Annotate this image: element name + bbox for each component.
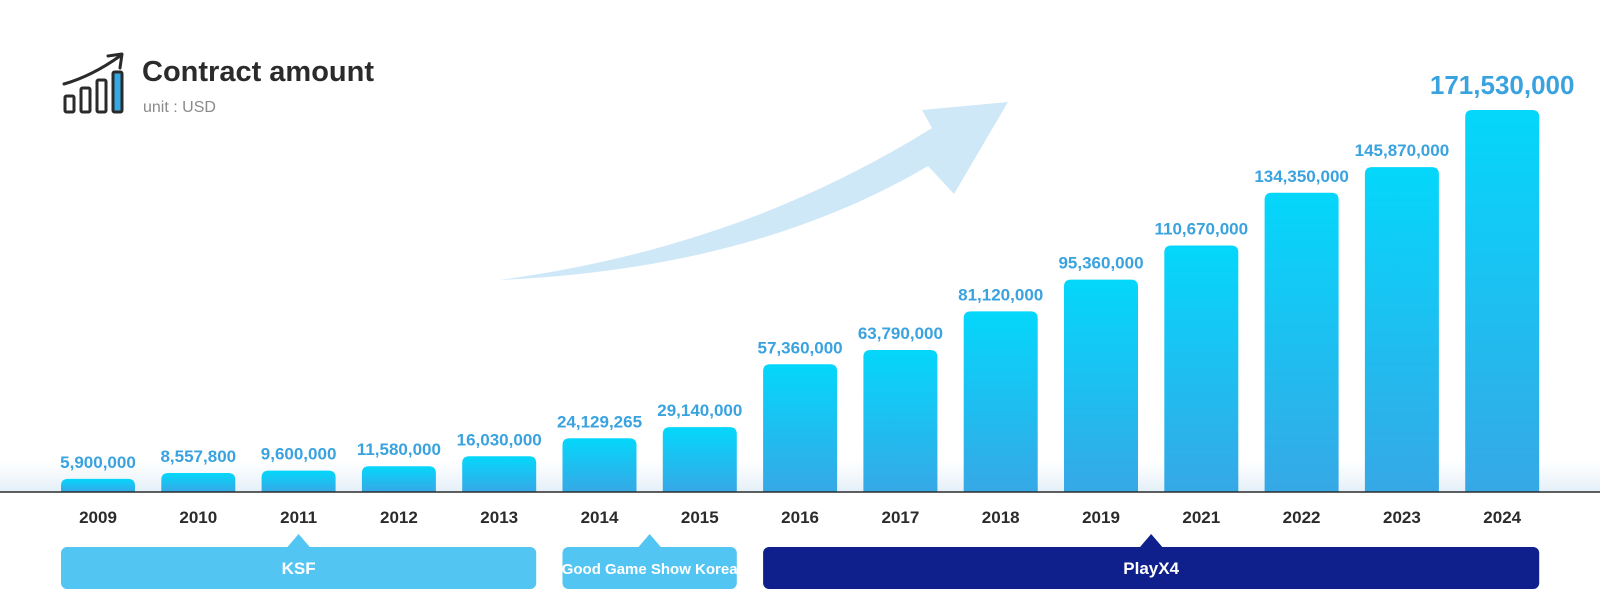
bar: [261, 470, 336, 492]
x-tick-label: 2009: [79, 508, 117, 527]
bar: [963, 311, 1038, 492]
x-tick-label: 2010: [179, 508, 217, 527]
x-tick-label: 2013: [480, 508, 518, 527]
growth-arrow-icon: [500, 102, 1008, 280]
group-band: [763, 547, 1540, 589]
x-tick-label: 2024: [1483, 508, 1521, 527]
bar: [863, 349, 938, 492]
x-tick-label: 2019: [1082, 508, 1120, 527]
bar-value-label: 145,870,000: [1355, 141, 1450, 160]
x-tick-label: 2012: [380, 508, 418, 527]
growth-chart-icon: [62, 52, 124, 114]
bar-value-label: 134,350,000: [1254, 167, 1349, 186]
bar: [1465, 110, 1540, 492]
group-band-label: PlayX4: [1123, 559, 1179, 578]
bar: [662, 427, 737, 492]
group-band: [562, 547, 737, 589]
bar-value-label: 63,790,000: [858, 324, 943, 343]
group-band-label: Good Game Show Korea: [562, 561, 739, 578]
x-tick-label: 2018: [982, 508, 1020, 527]
x-tick-label: 2023: [1383, 508, 1421, 527]
bar-value-label: 24,129,265: [557, 412, 642, 431]
x-tick-label: 2017: [881, 508, 919, 527]
bar-value-label: 81,120,000: [958, 285, 1043, 304]
bar-value-label: 95,360,000: [1058, 254, 1143, 273]
group-band: [61, 547, 537, 589]
bar-value-label: 9,600,000: [261, 445, 337, 464]
x-tick-label: 2015: [681, 508, 719, 527]
bar: [462, 456, 537, 492]
x-tick-label: 2022: [1283, 508, 1321, 527]
bar: [562, 438, 637, 492]
bar-value-label: 11,580,000: [357, 440, 441, 459]
bar-value-label: 8,557,800: [160, 447, 236, 466]
group-band-pointer: [1139, 534, 1164, 548]
bar-value-label: 5,900,000: [60, 453, 136, 472]
group-band-pointer: [637, 534, 662, 548]
x-tick-label: 2011: [280, 508, 317, 527]
group-band-label: KSF: [282, 559, 316, 578]
bar: [1164, 245, 1239, 492]
bar: [1264, 192, 1339, 492]
bar: [161, 472, 236, 492]
bar-value-label: 29,140,000: [657, 401, 742, 420]
bar: [361, 466, 436, 492]
bar-value-label: 16,030,000: [457, 430, 542, 449]
unit-label: unit : USD: [143, 99, 216, 116]
x-tick-label: 2021: [1182, 508, 1220, 527]
x-tick-label: 2016: [781, 508, 819, 527]
bar: [763, 364, 838, 492]
bar: [1364, 167, 1439, 493]
bar: [1064, 279, 1138, 492]
bar-value-label: 57,360,000: [758, 338, 843, 357]
group-band-pointer: [286, 534, 311, 548]
bar: [61, 478, 135, 492]
bar-value-label: 110,670,000: [1154, 220, 1248, 239]
chart-title: Contract amount: [142, 56, 374, 88]
bar-value-label: 171,530,000: [1430, 70, 1575, 100]
x-tick-label: 2014: [581, 508, 619, 527]
